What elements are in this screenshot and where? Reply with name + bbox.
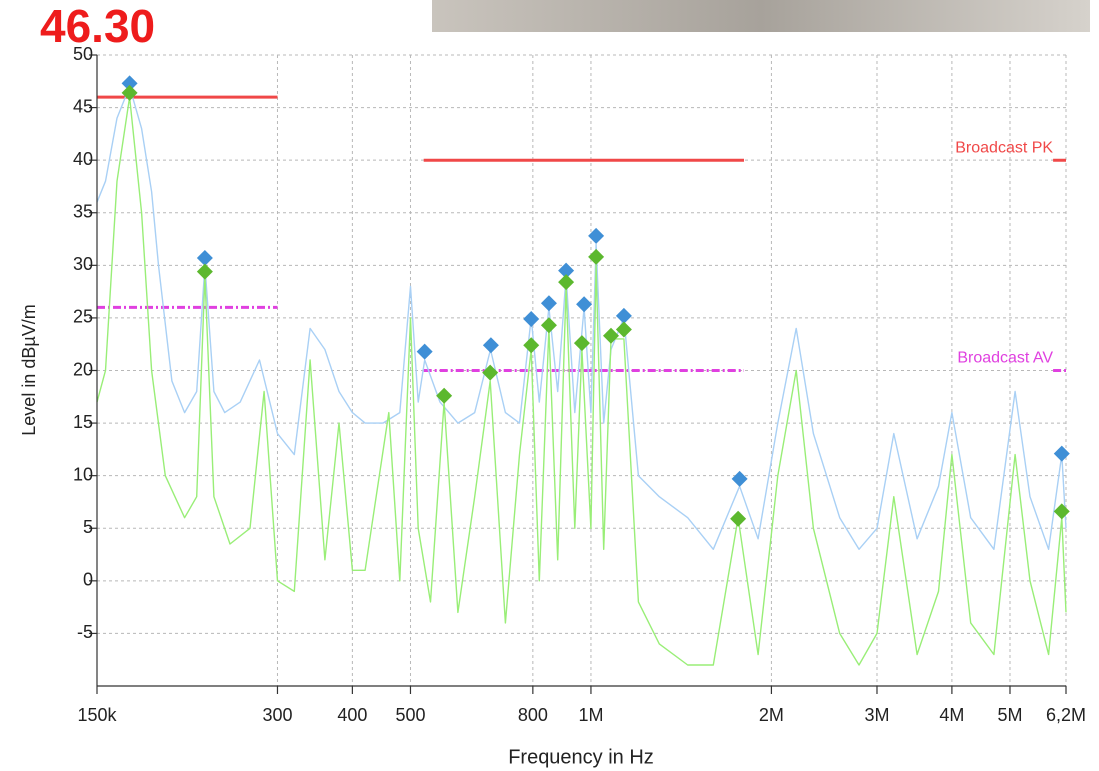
y-tick-label: 15 <box>73 412 93 432</box>
y-tick-label: 10 <box>73 464 93 484</box>
x-tick-label: 4M <box>939 705 964 725</box>
peak-marker <box>558 262 575 279</box>
photo-strip <box>432 0 1090 32</box>
y-tick-label: 25 <box>73 307 93 327</box>
x-tick-label: 1M <box>578 705 603 725</box>
x-tick-label: 150k <box>77 705 117 725</box>
y-tick-label: 35 <box>73 202 93 222</box>
trace <box>96 85 1067 550</box>
peak-marker <box>588 227 605 244</box>
y-tick-label: 40 <box>73 149 93 169</box>
peak-marker <box>416 343 433 360</box>
peak-marker <box>540 317 557 334</box>
y-tick-label: 30 <box>73 254 93 274</box>
y-tick-label: 20 <box>73 359 93 379</box>
x-axis-label: Frequency in Hz <box>508 746 654 768</box>
peak-marker <box>730 510 747 527</box>
peak-marker <box>558 274 575 291</box>
peak-marker <box>196 249 213 266</box>
peak-marker <box>731 470 748 487</box>
limit-line <box>97 95 1066 162</box>
peak-marker <box>121 75 138 92</box>
peak-marker <box>615 307 632 324</box>
peak-marker <box>121 84 138 101</box>
peak-marker <box>436 387 453 404</box>
peak-marker <box>588 248 605 265</box>
annotation: Broadcast AV <box>957 350 1053 367</box>
peak-marker <box>615 321 632 338</box>
peak-marker <box>576 296 593 313</box>
x-tick-label: 3M <box>864 705 889 725</box>
peak-marker <box>573 335 590 352</box>
y-tick-label: 50 <box>73 44 93 64</box>
peak-marker <box>1053 503 1070 520</box>
x-tick-label: 500 <box>395 705 425 725</box>
axes: -5 0 5 10 15 20 25 30 35 40 45 50 150k 300 400 500 800 1M… <box>73 44 1086 725</box>
x-tick-label: 6,2M <box>1046 705 1086 725</box>
trace <box>96 96 1067 666</box>
peak-marker <box>540 295 557 312</box>
y-tick-label: 5 <box>83 517 93 537</box>
x-tick-label: 300 <box>262 705 292 725</box>
peak-marker <box>602 327 619 344</box>
chart-title: 46.30 <box>40 0 155 52</box>
y-tick-label: -5 <box>77 622 93 642</box>
peak-marker <box>482 364 499 381</box>
peak-marker <box>523 337 540 354</box>
peak-marker <box>196 263 213 280</box>
x-tick-label: 400 <box>337 705 367 725</box>
limit-line <box>97 305 1066 372</box>
peak-marker <box>1053 445 1070 462</box>
peak-marker <box>482 337 499 354</box>
annotation: Broadcast PK <box>955 139 1053 156</box>
x-tick-label: 800 <box>518 705 548 725</box>
plot: Broadcast PK Broadcast AV <box>96 75 1070 666</box>
x-tick-label: 5M <box>997 705 1022 725</box>
x-tick-label: 2M <box>759 705 784 725</box>
y-tick-label: 0 <box>83 570 93 590</box>
peak-marker <box>523 310 540 327</box>
y-axis-label: Level in dBµV/m <box>19 304 39 435</box>
y-tick-label: 45 <box>73 96 93 116</box>
